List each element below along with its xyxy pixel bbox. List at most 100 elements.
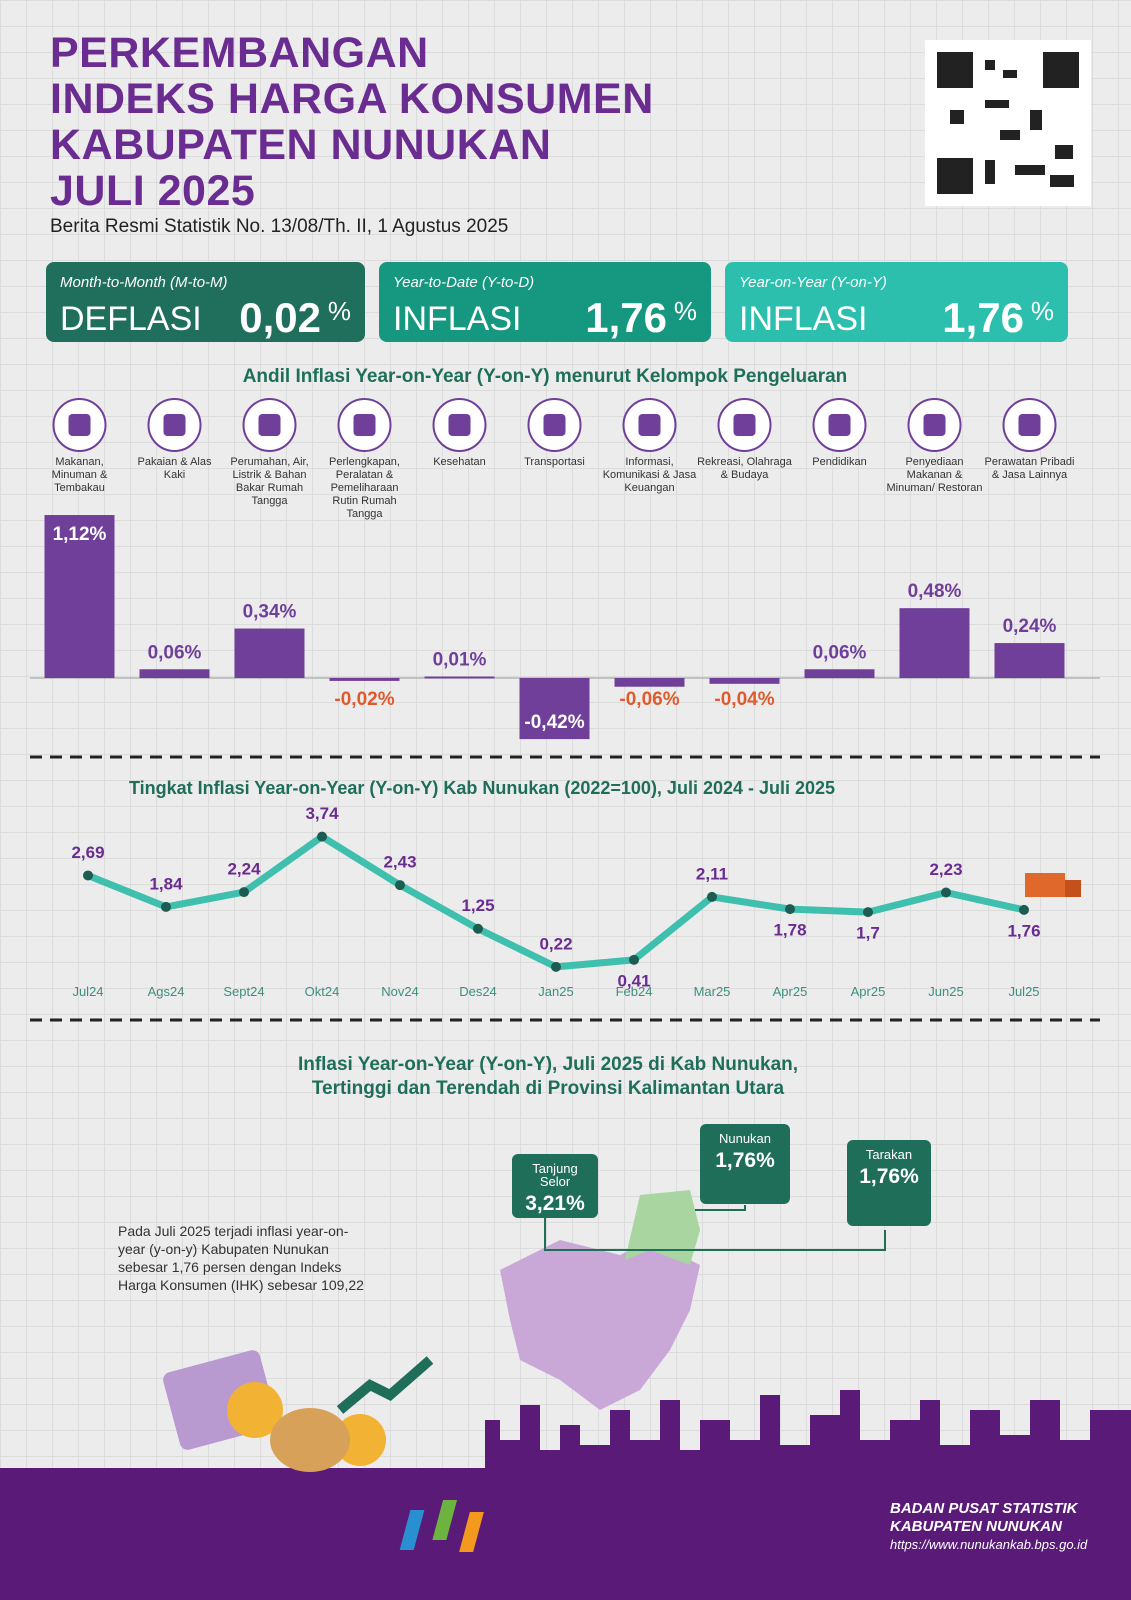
category-label: Kesehatan <box>433 456 486 468</box>
x-tick-label: Jul24 <box>72 984 103 999</box>
map-nunukan <box>625 1190 700 1265</box>
value-label: 0,22 <box>539 934 572 953</box>
note: Pada Juli 2025 terjadi inflasi year-on-y… <box>118 1223 364 1293</box>
value-label: 0,01% <box>433 650 487 671</box>
value-label: 0,06% <box>813 642 867 663</box>
point <box>317 831 327 842</box>
x-tick-label: Okt24 <box>305 984 340 999</box>
card-value: 1,76 <box>585 294 667 341</box>
bar <box>709 678 780 684</box>
point <box>83 870 93 881</box>
category-icon-glyph <box>68 414 91 436</box>
map-province <box>500 1240 700 1410</box>
category-label: Perawatan Pribadi & Jasa Lainnya <box>984 456 1075 481</box>
category-label: Informasi, Komunikasi & Jasa Keuangan <box>602 456 697 494</box>
bar <box>804 669 875 678</box>
category-icon-glyph <box>448 414 471 436</box>
category-icon-glyph <box>1018 414 1041 436</box>
value-label: 2,69 <box>71 843 104 862</box>
category-label: Pendidikan <box>812 456 867 468</box>
title-line: KABUPATEN NUNUKAN <box>50 121 552 169</box>
value-label: 0,24% <box>1003 616 1057 637</box>
point <box>395 880 405 891</box>
x-tick-label: Apr25 <box>773 984 808 999</box>
card-period: Year-to-Date (Y-to-D) <box>393 274 535 291</box>
x-tick-label: Ags24 <box>148 984 185 999</box>
value-label: 1,84 <box>149 874 183 893</box>
value-label: -0,42% <box>524 712 584 733</box>
value-label: 2,24 <box>227 860 261 879</box>
callout-name: Tanjung Selor <box>532 1161 578 1189</box>
x-tick-label: Sept24 <box>223 984 264 999</box>
category-label: Transportasi <box>524 456 585 468</box>
category-label: Rekreasi, Olahraga & Budaya <box>697 456 792 481</box>
point <box>941 887 951 898</box>
card-unit: % <box>1030 296 1054 326</box>
x-tick-label: Nov24 <box>381 984 419 999</box>
value-label: 2,23 <box>929 860 962 879</box>
footer-org: BADAN PUSAT STATISTIK <box>890 1500 1078 1517</box>
bar <box>994 643 1065 678</box>
footer-url: https://www.nunukankab.bps.go.id <box>890 1537 1088 1552</box>
footer-unit: KABUPATEN NUNUKAN <box>890 1518 1062 1535</box>
value-label: 1,12% <box>53 524 107 545</box>
bar <box>899 608 970 678</box>
category-icon-glyph <box>733 414 756 436</box>
title-line: INDEKS HARGA KONSUMEN <box>50 75 654 123</box>
callout-name: Tarakan <box>865 1147 913 1162</box>
point <box>473 923 483 934</box>
map-title: Tertinggi dan Terendah di Provinsi Kalim… <box>312 1078 785 1099</box>
callout-value: 1,76% <box>715 1149 775 1172</box>
value-label: -0,06% <box>619 689 679 710</box>
card-unit: % <box>327 296 351 326</box>
chart-title: Tingkat Inflasi Year-on-Year (Y-on-Y) Ka… <box>129 778 835 798</box>
card-label: DEFLASI <box>60 300 202 338</box>
title-line: JULI 2025 <box>50 167 256 215</box>
x-tick-label: Feb24 <box>616 984 653 999</box>
card-label: INFLASI <box>739 300 868 338</box>
value-label: 0,34% <box>243 602 297 623</box>
point <box>785 904 795 915</box>
callout: Nunukan 1,76% <box>700 1124 790 1204</box>
card-value: 1,76 <box>942 294 1024 341</box>
category-label: Makanan, Minuman & Tembakau <box>51 456 108 494</box>
value-label: 1,25 <box>461 896 494 915</box>
bar <box>44 515 115 678</box>
category-icon-glyph <box>543 414 566 436</box>
value-label: 1,78 <box>773 921 806 940</box>
callout-value: 3,21% <box>525 1192 585 1215</box>
x-tick-label: Apr25 <box>851 984 886 999</box>
x-tick-label: Jul25 <box>1008 984 1039 999</box>
chart-title: Andil Inflasi Year-on-Year (Y-on-Y) menu… <box>243 366 848 387</box>
truck-icon <box>1025 873 1065 897</box>
card-unit: % <box>673 296 697 326</box>
value-label: -0,04% <box>714 689 774 710</box>
money-illustration <box>163 1350 434 1472</box>
category-label: Perlengkapan, Peralatan & Pemeliharaan R… <box>329 456 400 520</box>
point <box>863 907 873 918</box>
summary-card: Year-to-Date (Y-to-D) INFLASI 1,76% <box>379 262 711 342</box>
value-label: 2,43 <box>383 853 416 872</box>
value-label: 1,76 <box>1007 921 1040 940</box>
value-label: 3,74 <box>305 804 339 823</box>
value-label: 0,41 <box>617 971 650 990</box>
point <box>161 901 171 912</box>
bar <box>329 678 400 681</box>
x-tick-label: Jan25 <box>538 984 573 999</box>
x-tick-label: Des24 <box>459 984 497 999</box>
subtitle: Berita Resmi Statistik No. 13/08/Th. II,… <box>50 216 509 237</box>
bar <box>614 678 685 687</box>
point <box>1019 904 1029 915</box>
callout-name: Nunukan <box>718 1131 772 1146</box>
value-label: -0,02% <box>334 689 394 710</box>
title-line: PERKEMBANGAN <box>50 29 429 77</box>
category-icon-glyph <box>638 414 661 436</box>
bar <box>424 676 495 679</box>
skyline <box>485 1390 1131 1468</box>
card-label: INFLASI <box>393 300 522 338</box>
x-tick-label: Mar25 <box>694 984 731 999</box>
value-label: 1,7 <box>856 924 880 943</box>
callout-connector <box>695 1205 746 1211</box>
truck-cab <box>1065 880 1081 897</box>
